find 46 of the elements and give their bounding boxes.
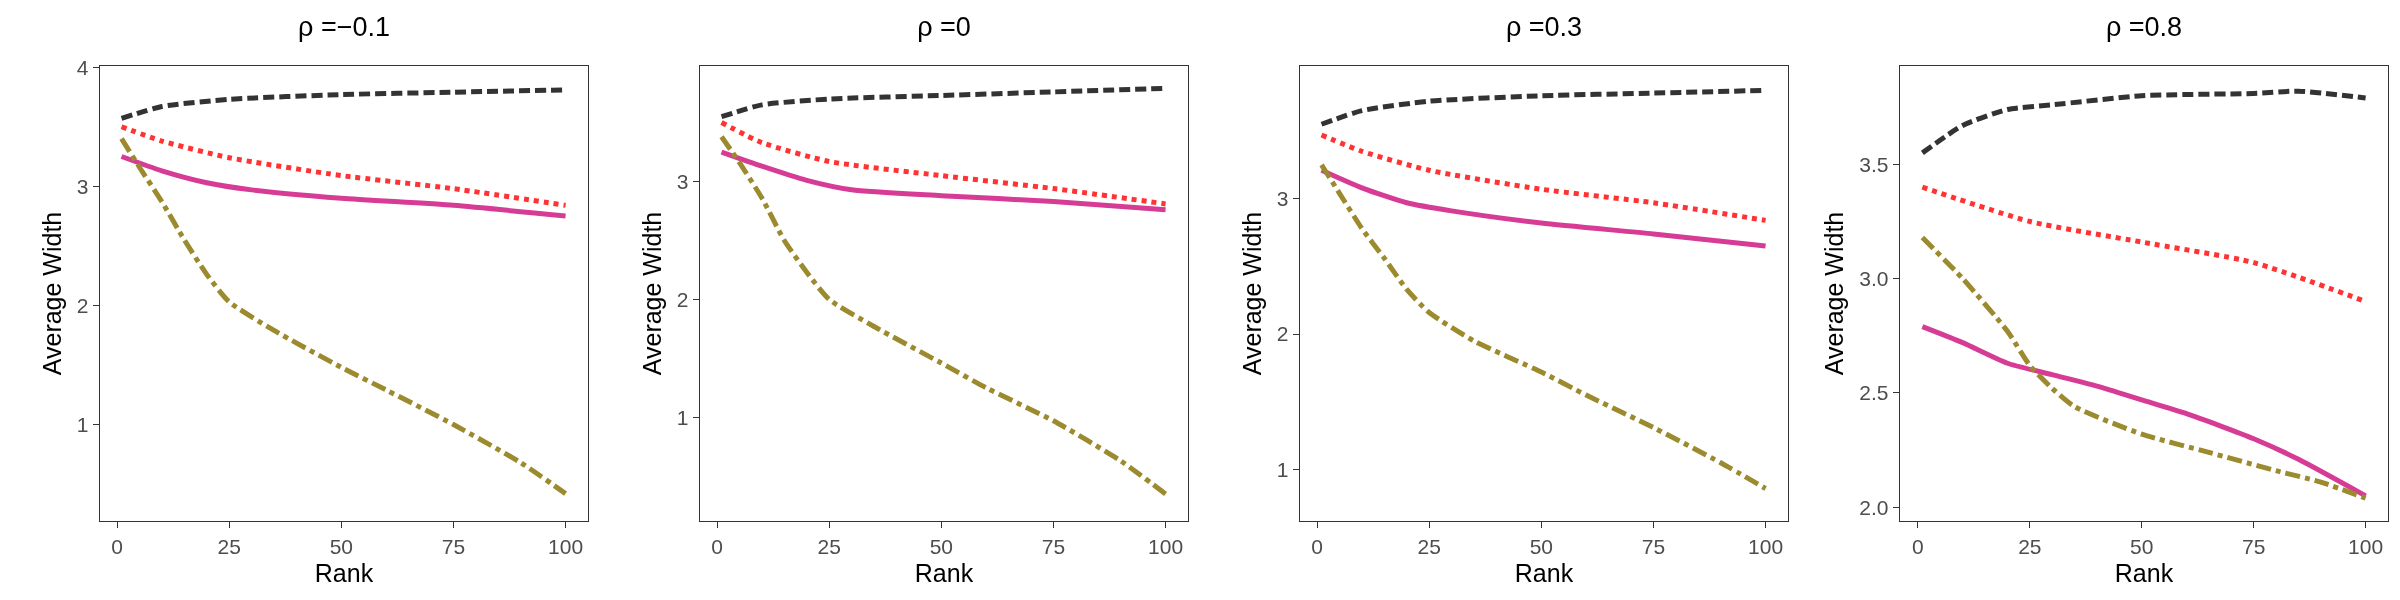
chart-title: ρ =−0.1	[298, 12, 390, 43]
x-tick-label: 0	[111, 534, 123, 558]
y-tick-label: 2.5	[1859, 381, 1889, 405]
x-tick-label: 50	[929, 534, 953, 558]
y-tick-label: 1	[76, 412, 89, 436]
x-tick-label: 50	[329, 534, 353, 558]
x-axis-title: Rank	[1514, 559, 1574, 588]
y-tick-label: 3	[76, 174, 89, 198]
x-tick-label: 75	[2242, 534, 2266, 558]
x-tick-label: 75	[1641, 534, 1666, 558]
x-tick-label: 25	[2018, 534, 2042, 558]
x-tick-label: 25	[217, 534, 241, 558]
x-tick-label: 100	[548, 534, 584, 558]
x-tick-label: 50	[2130, 534, 2154, 558]
x-tick-label: 75	[1041, 534, 1066, 558]
y-axis-title: Average Width	[1820, 211, 1849, 376]
y-tick-label: 1	[1276, 457, 1289, 481]
y-tick-label: 3	[1276, 187, 1289, 211]
y-tick-label: 1	[676, 405, 689, 429]
x-tick-label: 75	[441, 534, 466, 558]
x-tick-label: 0	[1311, 534, 1323, 558]
x-tick-label: 0	[711, 534, 723, 558]
y-tick-label: 2.0	[1859, 495, 1889, 519]
x-tick-label: 25	[1417, 534, 1441, 558]
y-tick-label: 2	[76, 293, 89, 317]
y-tick-label: 4	[76, 55, 89, 79]
x-axis-title: Rank	[314, 559, 374, 588]
chart-title: ρ =0.3	[1505, 12, 1583, 43]
y-axis-title: Average Width	[37, 211, 66, 376]
y-axis-title: Average Width	[637, 211, 666, 376]
x-axis-title: Rank	[2114, 559, 2174, 588]
y-tick-label: 2	[676, 287, 689, 311]
chart-title: ρ =0.8	[2105, 12, 2183, 43]
x-tick-label: 100	[1148, 534, 1184, 558]
x-tick-label: 100	[1748, 534, 1784, 558]
x-tick-label: 0	[1912, 534, 1924, 558]
y-tick-label: 2	[1276, 322, 1289, 346]
x-axis-title: Rank	[914, 559, 974, 588]
x-tick-label: 100	[2348, 534, 2384, 558]
y-tick-label: 3.5	[1859, 152, 1889, 176]
chart-title: ρ =0	[917, 12, 971, 43]
x-tick-label: 25	[817, 534, 841, 558]
y-axis-title: Average Width	[1237, 211, 1266, 376]
x-tick-label: 50	[1529, 534, 1553, 558]
y-tick-label: 3.0	[1859, 266, 1889, 290]
y-tick-label: 3	[676, 169, 689, 193]
